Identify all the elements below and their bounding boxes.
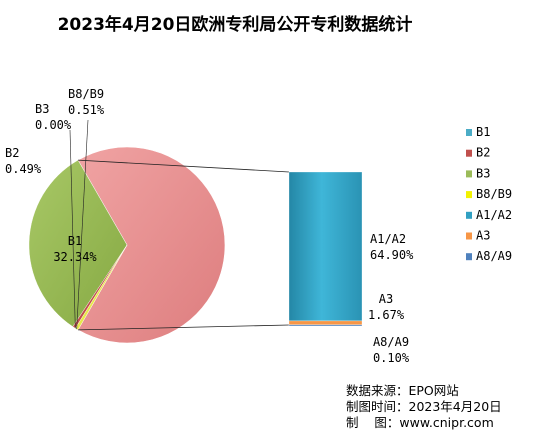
legend-swatch (466, 211, 472, 219)
legend: B1 B2 B3 B8/B9 A1/A2 A3 A8/A9 (466, 125, 512, 263)
legend-swatch (466, 149, 472, 157)
connector-lines (77, 159, 290, 331)
legend-label: B8/B9 (476, 187, 512, 201)
source-line-1: 数据来源：EPO网站 (346, 383, 459, 398)
legend-item-a1-a2: A1/A2 (466, 208, 512, 222)
pie-slice-b1 (28, 159, 128, 327)
bar-segment-a3 (288, 320, 363, 325)
data-label-a8-a9: A8/A9 0.10% (373, 335, 410, 365)
legend-item-b1: B1 (466, 125, 490, 139)
legend-label: A3 (476, 229, 490, 243)
legend-item-a8-a9: A8/A9 (466, 249, 512, 263)
leader-lines (69, 119, 89, 330)
legend-item-b2: B2 (466, 146, 490, 160)
data-label-b8-b9: B8/B9 0.51% (68, 87, 105, 117)
stacked-bar (288, 171, 363, 327)
source-line-2: 制图时间：2023年4月20日 (346, 399, 502, 414)
bar-segment-a8-a9 (288, 324, 363, 327)
pie (28, 146, 226, 344)
connector-bottom (77, 324, 290, 331)
legend-label: A8/A9 (476, 249, 512, 263)
legend-swatch (466, 170, 472, 178)
data-labels: B1 32.34% B2 0.49% B3 0.00%B8/B9 0.51% A1/A2 64.… (5, 87, 414, 365)
legend-swatch (466, 253, 472, 261)
chart-title: 2023年4月20日欧洲专利局公开专利数据统计 (57, 15, 413, 35)
legend-label: B1 (476, 125, 490, 139)
data-label-b2: B2 0.49% (5, 146, 42, 176)
pie-slice-other (77, 146, 226, 344)
data-label-a3: A3 1.67% (368, 292, 405, 322)
bar-segment-a1-a2 (288, 171, 363, 322)
legend-item-a3: A3 (466, 229, 490, 243)
legend-label: B2 (476, 146, 490, 160)
legend-swatch (466, 129, 472, 136)
legend-swatch (466, 191, 472, 199)
legend-swatch (466, 232, 472, 240)
legend-label: A1/A2 (476, 208, 512, 222)
data-label-a1-a2: A1/A2 64.90% (370, 232, 414, 262)
legend-item-b8-b9: B8/B9 (466, 187, 512, 201)
legend-label: B3 (476, 166, 490, 180)
connector-top (77, 159, 290, 173)
data-label-b1: B1 32.34% (53, 234, 97, 264)
data-label-b3: B3 0.00% (35, 102, 72, 132)
source-line-3: 制 图：www.cnipr.com (346, 415, 494, 430)
legend-item-b3: B3 (466, 166, 490, 180)
